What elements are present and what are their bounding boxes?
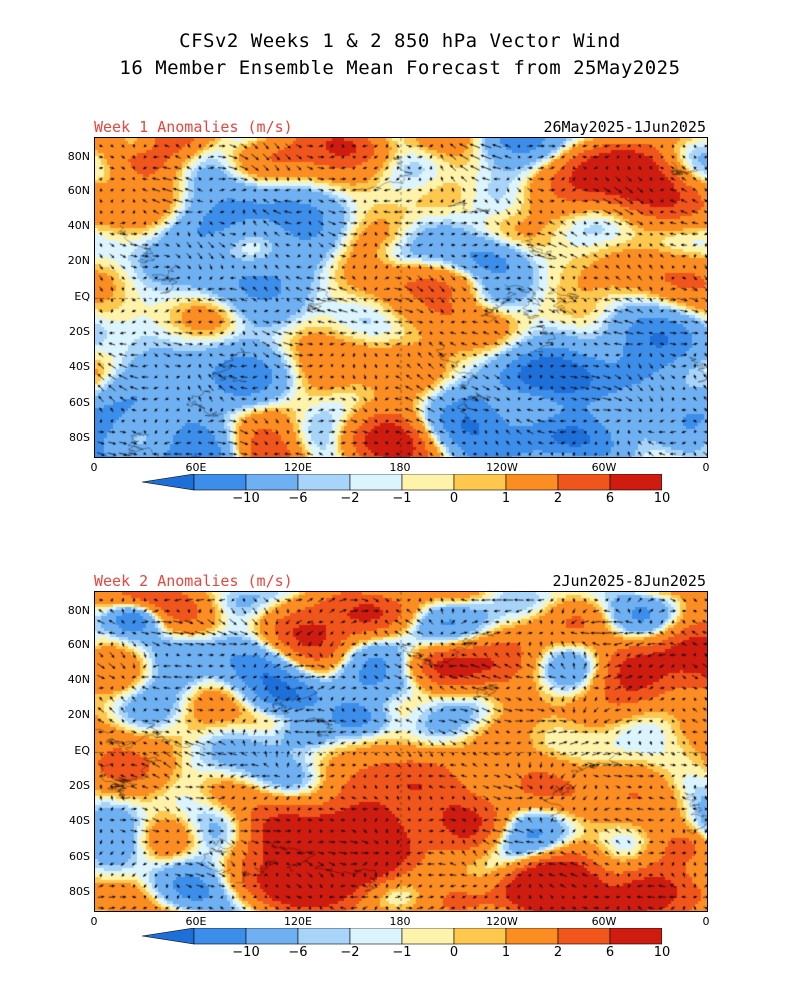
lon-tick-label: 120E [284,461,312,474]
week2-panel-title: Week 2 Anomalies (m/s) [94,572,293,590]
lon-tick-label: 120E [284,915,312,928]
colorbar-tick-label: 1 [501,491,511,506]
lon-tick-label: 180 [389,461,411,474]
lon-tick-label: 0 [90,461,98,474]
figure-title-line-2: 16 Member Ensemble Mean Forecast from 25… [119,57,681,79]
lon-tick-label: 60E [185,461,207,474]
lon-tick-label: 0 [90,915,98,928]
colorbar-tick-label: 0 [449,945,459,960]
colorbar-segment [505,928,559,945]
colorbar-min-arrow [142,928,195,945]
colorbar-segment [609,474,662,491]
lat-tick-label: 20S [69,779,90,792]
lon-tick-label: 120W [486,915,518,928]
lat-tick-label: 20S [69,325,90,338]
colorbar-tick-label: −6 [288,491,308,506]
colorbar-segment [453,928,507,945]
lat-tick-label: 40N [67,219,90,232]
lat-tick-label: 60N [67,184,90,197]
colorbar-segment [193,474,247,491]
colorbar-segment [245,474,299,491]
lon-tick-label: 60W [591,915,617,928]
colorbar-segment [557,474,611,491]
colorbar-tick-label: −10 [232,945,260,960]
colorbar-tick-label: −2 [340,945,360,960]
lat-tick-label: 80S [69,885,90,898]
lat-tick-label: 40N [67,673,90,686]
lat-tick-label: 40S [69,360,90,373]
lat-tick-label: 80N [67,150,90,163]
lat-tick-label: 40S [69,814,90,827]
lon-tick-label: 60E [185,915,207,928]
colorbar-tick-label: −1 [392,945,412,960]
colorbar-segment [297,928,351,945]
colorbar-tick-label: 0 [449,491,459,506]
colorbar-tick-label: −1 [392,491,412,506]
colorbar-segment [557,928,611,945]
colorbar-tick-label: 10 [653,945,671,960]
colorbar-tick-label: −2 [340,491,360,506]
colorbar-segment [401,928,455,945]
colorbar-segment [349,928,403,945]
lat-tick-label: 60N [67,638,90,651]
lat-tick-label: 20N [67,708,90,721]
lon-tick-label: 120W [486,461,518,474]
colorbar-segment [505,474,559,491]
lon-tick-label: 60W [591,461,617,474]
colorbar-tick-label: −10 [232,491,260,506]
colorbar-tick-label: 10 [653,491,671,506]
lat-tick-label: EQ [74,744,90,757]
lat-tick-label: 80S [69,431,90,444]
colorbar-segment [297,474,351,491]
lon-tick-label: 0 [702,461,710,474]
week2-colorbar [142,928,662,945]
lon-tick-label: 180 [389,915,411,928]
colorbar-segment [349,474,403,491]
week2-date-range: 2Jun2025-8Jun2025 [552,572,706,590]
colorbar-tick-label: −6 [288,945,308,960]
colorbar-segment [609,928,662,945]
lat-tick-label: EQ [74,290,90,303]
week2-anomaly-map [94,591,708,912]
lat-tick-label: 60S [69,850,90,863]
colorbar-segment [401,474,455,491]
colorbar-tick-label: 1 [501,945,511,960]
week1-colorbar [142,474,662,491]
week1-anomaly-map [94,137,708,458]
colorbar-min-arrow [142,474,195,491]
week1-panel-title: Week 1 Anomalies (m/s) [94,118,293,136]
lat-tick-label: 20N [67,254,90,267]
colorbar-tick-label: 2 [553,491,563,506]
colorbar-tick-label: 6 [605,491,615,506]
week1-date-range: 26May2025-1Jun2025 [543,118,706,136]
figure-title-line-1: CFSv2 Weeks 1 & 2 850 hPa Vector Wind [179,30,621,52]
colorbar-segment [245,928,299,945]
lat-tick-label: 80N [67,604,90,617]
colorbar-tick-label: 2 [553,945,563,960]
colorbar-segment [193,928,247,945]
lat-tick-label: 60S [69,396,90,409]
colorbar-tick-label: 6 [605,945,615,960]
colorbar-segment [453,474,507,491]
lon-tick-label: 0 [702,915,710,928]
